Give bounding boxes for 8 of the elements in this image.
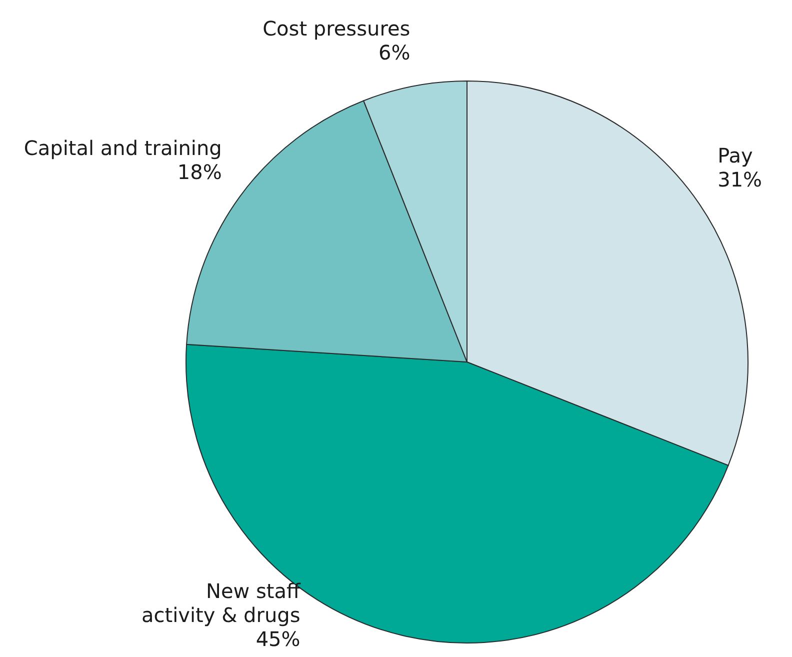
slice-label: Capital and training [24, 136, 222, 160]
data-label: 6% [378, 40, 410, 64]
slice-label: New staff activity & drugs [142, 579, 302, 627]
data-label: 18% [177, 160, 222, 184]
data-label: 45% [256, 627, 300, 651]
slice-label: Cost pressures [262, 16, 410, 40]
data-label: 31% [718, 168, 762, 192]
slice-label: Pay [718, 144, 754, 168]
